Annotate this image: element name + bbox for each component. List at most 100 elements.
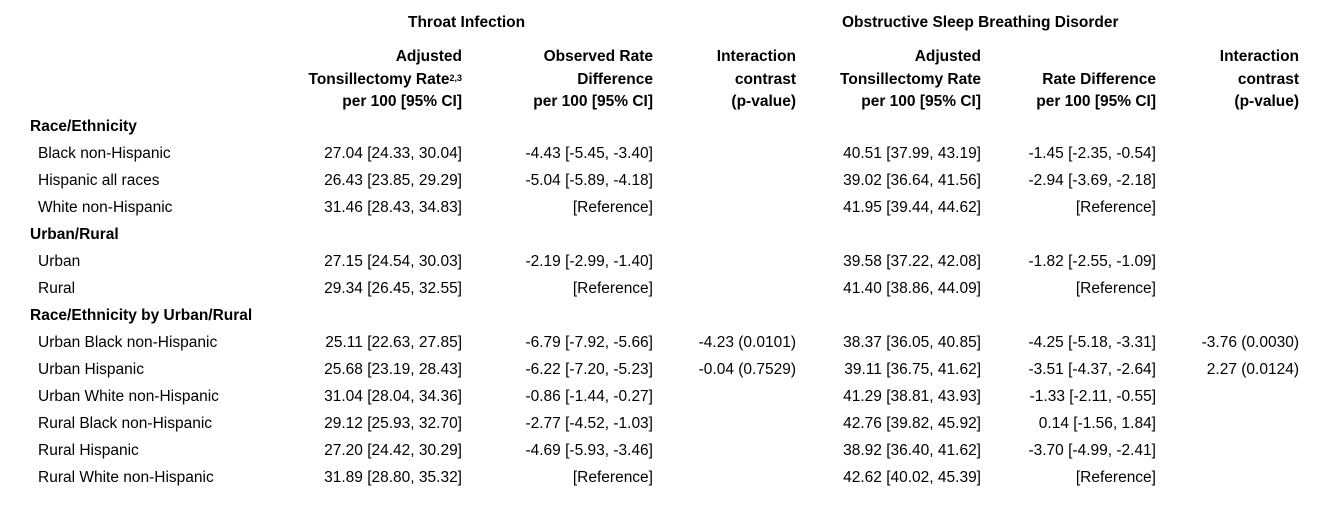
header-os-rate: Adjusted Tonsillectomy Rate per 100 [95%… — [840, 46, 981, 114]
ti-diff-cell: [Reference] — [572, 199, 653, 216]
ti-rate-cell: 25.11 [22.63, 27.85] — [325, 334, 462, 351]
os-diff-cell: -3.51 [-4.37, -2.64] — [1028, 361, 1156, 378]
ti-rate-cell: 27.04 [24.33, 30.04] — [324, 145, 462, 162]
header-os-diff: Rate Difference per 100 [95% CI] — [1036, 69, 1156, 114]
header-ti-diff: Observed Rate Difference per 100 [95% CI… — [533, 46, 653, 114]
ti-rate-cell: 29.12 [25.93, 32.70] — [324, 415, 462, 432]
header-os-rate-line2: Tonsillectomy Rate — [840, 70, 981, 88]
header-ti-interaction-line3: (p-value) — [731, 93, 796, 110]
throat-infection-group-title: Throat Infection — [408, 14, 526, 31]
header-ti-rate: Adjusted Tonsillectomy Rate2,3 per 100 [… — [309, 46, 462, 114]
row-label: Urban White non-Hispanic — [38, 388, 219, 405]
ti-diff-cell: -5.04 [-5.89, -4.18] — [525, 172, 653, 189]
row-label: White non-Hispanic — [38, 199, 173, 216]
os-diff-cell: 0.14 [-1.56, 1.84] — [1038, 415, 1156, 432]
os-rate-cell: 41.40 [38.86, 44.09] — [843, 280, 981, 297]
table-row: Rural Black non-Hispanic 29.12 [25.93, 32… — [0, 410, 1333, 437]
table-row: Urban 27.15 [24.54, 30.03] -2.19 [-2.99, -… — [0, 248, 1333, 275]
os-rate-cell: 41.95 [39.44, 44.62] — [843, 199, 981, 216]
section-row: Urban/Rural — [0, 221, 1333, 248]
row-label: Urban Black non-Hispanic — [38, 334, 218, 351]
os-interaction-cell: 2.27 (0.0124) — [1206, 361, 1299, 378]
os-rate-cell: 39.02 [36.64, 41.56] — [843, 172, 981, 189]
table-row: Rural Hispanic 27.20 [24.42, 30.29] -4.69 … — [0, 437, 1333, 464]
header-os-interaction: Interaction contrast (p-value) — [1220, 46, 1299, 114]
header-ti-diff-line2: Difference — [577, 70, 653, 88]
ti-rate-cell: 27.15 [24.54, 30.03] — [324, 253, 462, 270]
section-label: Race/Ethnicity by Urban/Rural — [30, 307, 253, 324]
os-diff-cell: -1.45 [-2.35, -0.54] — [1028, 145, 1156, 162]
ti-diff-cell: -2.19 [-2.99, -1.40] — [525, 253, 653, 270]
ti-diff-cell: -2.77 [-4.52, -1.03] — [525, 415, 653, 432]
ti-rate-cell: 31.89 [28.80, 35.32] — [324, 469, 462, 486]
table-row: Urban Hispanic 25.68 [23.19, 28.43] -6.22 … — [0, 356, 1333, 383]
header-ti-interaction-line2: contrast — [734, 70, 796, 88]
ti-rate-cell: 29.34 [26.45, 32.55] — [324, 280, 462, 297]
ti-rate-cell: 31.46 [28.43, 34.83] — [324, 199, 462, 216]
table-row: Black non-Hispanic 27.04 [24.33, 30.04] -4… — [0, 140, 1333, 167]
header-ti-diff-line3: per 100 [95% CI] — [533, 93, 653, 110]
header-ti-rate-line2-text: Tonsillectomy Rate — [308, 70, 450, 88]
header-ti-rate-line3: per 100 [95% CI] — [342, 93, 462, 110]
osbd-group-title: Obstructive Sleep Breathing Disorder — [842, 14, 1119, 31]
row-label: Rural — [38, 280, 76, 297]
row-label: Urban Hispanic — [38, 361, 144, 378]
table-row: Urban Black non-Hispanic 25.11 [22.63, 27… — [0, 329, 1333, 356]
header-os-rate-line3: per 100 [95% CI] — [861, 93, 981, 110]
header-os-diff-line2: per 100 [95% CI] — [1036, 93, 1156, 110]
ti-diff-cell: -6.79 [-7.92, -5.66] — [525, 334, 653, 351]
os-rate-cell: 42.62 [40.02, 45.39] — [843, 469, 981, 486]
os-diff-cell: -2.94 [-3.69, -2.18] — [1028, 172, 1156, 189]
ti-diff-cell: [Reference] — [572, 469, 653, 486]
header-ti-rate-line1: Adjusted — [395, 48, 462, 65]
ti-interaction-cell: -0.04 (0.7529) — [698, 361, 796, 378]
ti-rate-cell: 26.43 [23.85, 29.29] — [324, 172, 462, 189]
row-label: Urban — [38, 253, 81, 270]
header-os-interaction-line1: Interaction — [1219, 48, 1299, 65]
os-rate-cell: 39.11 [36.75, 41.62] — [844, 361, 981, 378]
os-rate-cell: 41.29 [38.81, 43.93] — [843, 388, 981, 405]
ti-diff-cell: -4.43 [-5.45, -3.40] — [525, 145, 653, 162]
header-os-interaction-line3: (p-value) — [1234, 93, 1299, 110]
ti-interaction-cell: -4.23 (0.0101) — [698, 334, 796, 351]
section-label: Race/Ethnicity — [30, 118, 137, 135]
header-ti-interaction-line1: Interaction — [716, 48, 796, 65]
row-label: Hispanic all races — [38, 172, 160, 189]
row-label: Rural White non-Hispanic — [38, 469, 214, 486]
table-row: Urban White non-Hispanic 31.04 [28.04, 34… — [0, 383, 1333, 410]
ti-diff-cell: [Reference] — [572, 280, 653, 297]
table-row: White non-Hispanic 31.46 [28.43, 34.83] [R… — [0, 194, 1333, 221]
os-rate-cell: 40.51 [37.99, 43.19] — [843, 145, 981, 162]
header-ti-rate-line2: Tonsillectomy Rate2,3 — [309, 69, 462, 92]
header-os-interaction-line2: contrast — [1237, 70, 1299, 88]
os-rate-cell: 39.58 [37.22, 42.08] — [843, 253, 981, 270]
os-diff-cell: [Reference] — [1075, 280, 1156, 297]
header-ti-interaction: Interaction contrast (p-value) — [717, 46, 796, 114]
header-ti-diff-line1: Observed Rate — [543, 48, 653, 65]
row-label: Rural Black non-Hispanic — [38, 415, 213, 432]
header-ti-rate-footnote: 2,3 — [449, 72, 462, 83]
os-interaction-cell: -3.76 (0.0030) — [1201, 334, 1299, 351]
os-diff-cell: -3.70 [-4.99, -2.41] — [1028, 442, 1156, 459]
os-diff-cell: [Reference] — [1075, 199, 1156, 216]
table-row: Hispanic all races 26.43 [23.85, 29.29] -5… — [0, 167, 1333, 194]
section-label: Urban/Rural — [30, 226, 119, 243]
os-diff-cell: -4.25 [-5.18, -3.31] — [1028, 334, 1156, 351]
table-row: Rural 29.34 [26.45, 32.55] [Reference] 41.4… — [0, 275, 1333, 302]
ti-rate-cell: 25.68 [23.19, 28.43] — [324, 361, 462, 378]
row-label: Black non-Hispanic — [38, 145, 171, 162]
ti-rate-cell: 27.20 [24.42, 30.29] — [324, 442, 462, 459]
ti-diff-cell: -0.86 [-1.44, -0.27] — [525, 388, 653, 405]
os-diff-cell: -1.82 [-2.55, -1.09] — [1028, 253, 1156, 270]
os-rate-cell: 38.37 [36.05, 40.85] — [843, 334, 981, 351]
os-diff-cell: -1.33 [-2.11, -0.55] — [1029, 388, 1156, 405]
os-rate-cell: 42.76 [39.82, 45.92] — [843, 415, 981, 432]
section-row: Race/Ethnicity by Urban/Rural — [0, 302, 1333, 329]
header-os-rate-line1: Adjusted — [914, 48, 981, 65]
table-row: Rural White non-Hispanic 31.89 [28.80, 35… — [0, 464, 1333, 491]
row-label: Rural Hispanic — [38, 442, 139, 459]
ti-diff-cell: -6.22 [-7.20, -5.23] — [525, 361, 653, 378]
section-row: Race/Ethnicity — [0, 113, 1333, 140]
header-os-diff-line1: Rate Difference — [1042, 70, 1156, 88]
ti-rate-cell: 31.04 [28.04, 34.36] — [324, 388, 462, 405]
